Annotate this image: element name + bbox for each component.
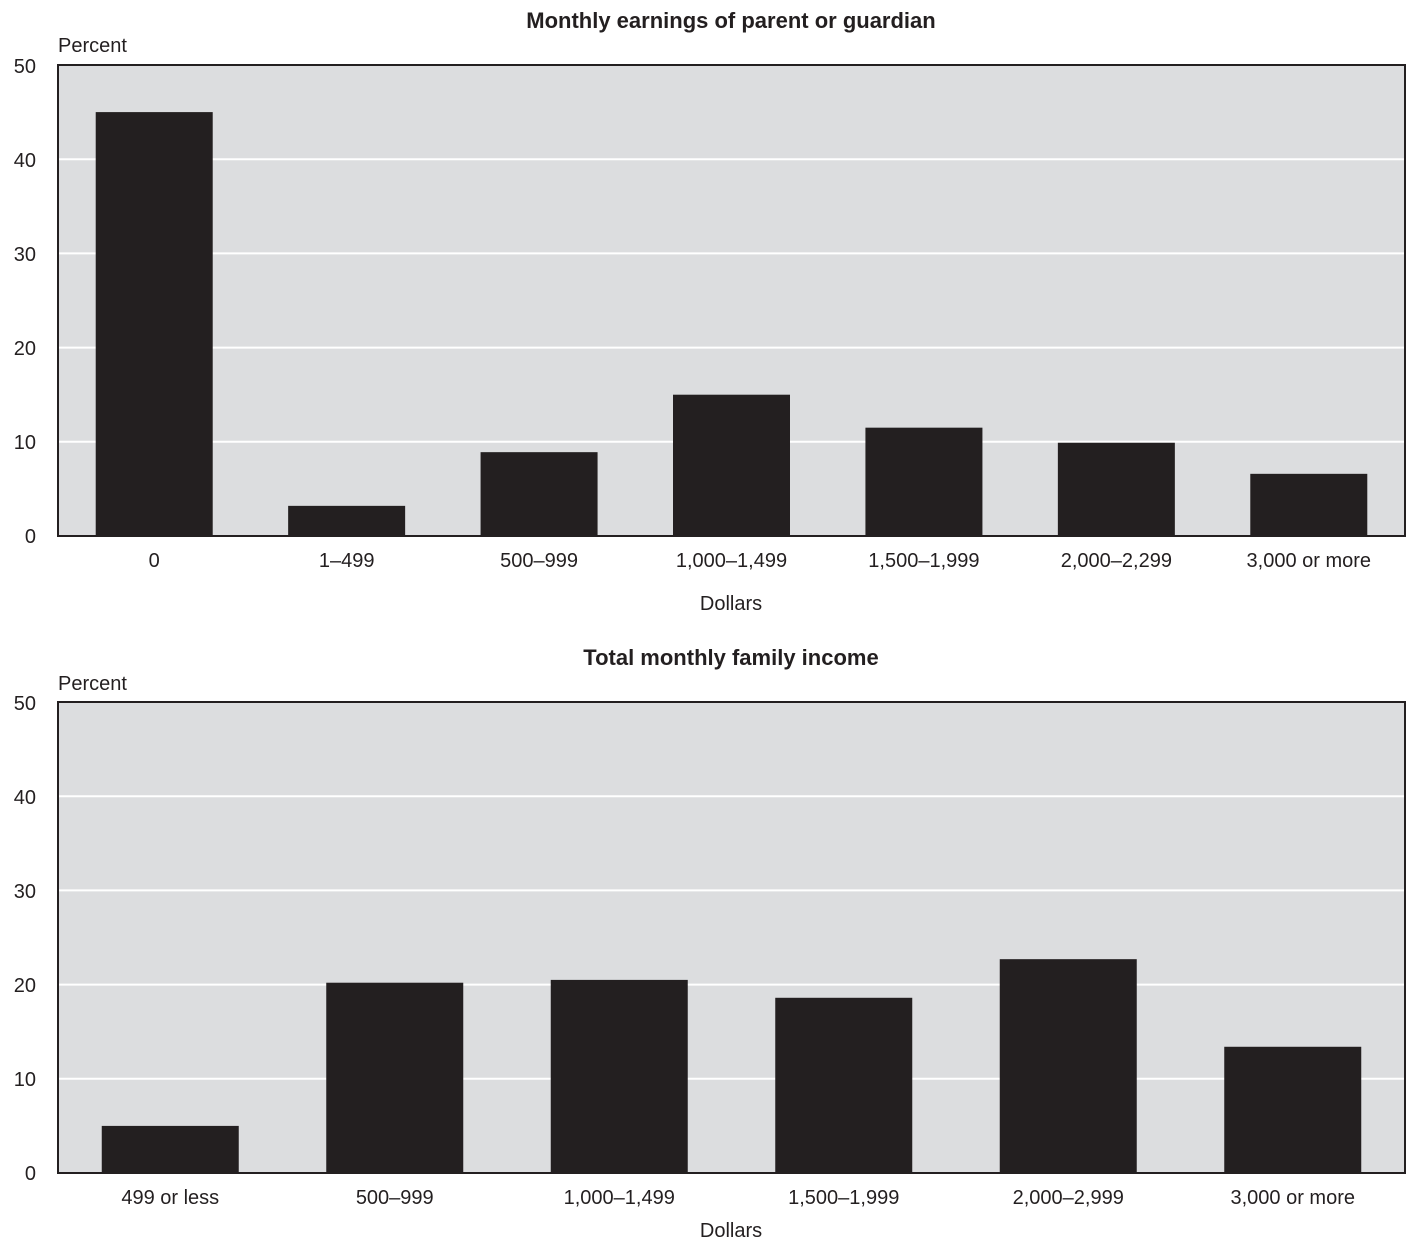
x-axis-label-family-income: Dollars: [700, 1220, 762, 1242]
y-tick-label: 10: [14, 1069, 36, 1091]
chart-title-family-income: Total monthly family income: [583, 645, 878, 670]
bar-family-income-2: [550, 979, 688, 1173]
plot-frame-earnings: [57, 64, 1406, 537]
x-tick-label: 1,500–1,999: [788, 1187, 899, 1209]
bar-earnings-4: [865, 427, 983, 536]
bar-earnings-6: [1250, 473, 1368, 536]
bar-earnings-1: [288, 505, 406, 536]
bar-earnings-0: [95, 112, 213, 536]
y-tick-label: 40: [14, 787, 36, 809]
y-tick-label: 0: [25, 1163, 36, 1185]
bars-earnings: [95, 112, 1368, 536]
y-tick-label: 10: [14, 432, 36, 454]
y-tick-label: 50: [14, 56, 36, 78]
y-tick-label: 0: [25, 526, 36, 548]
x-tick-label: 1–499: [319, 550, 375, 572]
chart-family-income: Total monthly family income Percent 0 10…: [14, 645, 1406, 1242]
bar-family-income-5: [1224, 1046, 1362, 1173]
y-ticks-earnings: 0 10 20 30 40 50: [14, 56, 36, 548]
x-tick-label: 499 or less: [121, 1187, 219, 1209]
y-tick-label: 30: [14, 881, 36, 903]
y-ticks-family-income: 0 10 20 30 40 50: [14, 693, 36, 1185]
x-tick-label: 500–999: [356, 1187, 434, 1209]
y-tick-label: 20: [14, 338, 36, 360]
x-tick-label: 2,000–2,999: [1013, 1187, 1124, 1209]
x-tick-label: 1,000–1,499: [676, 550, 787, 572]
x-tick-label: 1,000–1,499: [564, 1187, 675, 1209]
y-tick-label: 50: [14, 693, 36, 715]
bar-family-income-4: [999, 959, 1137, 1173]
x-tick-label: 1,500–1,999: [868, 550, 979, 572]
x-tick-label: 3,000 or more: [1247, 550, 1372, 572]
chart-earnings: Monthly earnings of parent or guardian P…: [14, 8, 1406, 615]
bar-earnings-5: [1057, 442, 1175, 536]
y-tick-label: 40: [14, 150, 36, 172]
bar-earnings-3: [673, 394, 790, 536]
bar-family-income-1: [326, 982, 464, 1173]
plot-area-family-income: [58, 702, 1405, 1173]
y-tick-label: 20: [14, 975, 36, 997]
chart-title-earnings: Monthly earnings of parent or guardian: [526, 8, 935, 33]
x-tick-labels-family-income: 499 or less 500–999 1,000–1,499 1,500–1,999…: [121, 1187, 1355, 1209]
bar-family-income-0: [101, 1125, 239, 1173]
x-tick-label: 0: [149, 550, 160, 572]
gridlines-family-income: [58, 795, 1405, 1080]
y-axis-label-earnings: Percent: [58, 35, 127, 57]
plot-frame-family-income: [57, 701, 1406, 1174]
bars-family-income: [101, 959, 1362, 1173]
y-axis-label-family-income: Percent: [58, 673, 127, 695]
y-tick-label: 30: [14, 244, 36, 266]
x-tick-label: 2,000–2,299: [1061, 550, 1172, 572]
x-axis-label-earnings: Dollars: [700, 593, 762, 615]
bar-earnings-2: [480, 452, 598, 536]
gridlines-earnings: [58, 158, 1405, 443]
x-tick-label: 500–999: [500, 550, 578, 572]
bar-family-income-3: [775, 997, 913, 1173]
x-tick-labels-earnings: 0 1–499 500–999 1,000–1,499 1,500–1,999 2,000…: [149, 550, 1371, 572]
x-tick-label: 3,000 or more: [1230, 1187, 1355, 1209]
